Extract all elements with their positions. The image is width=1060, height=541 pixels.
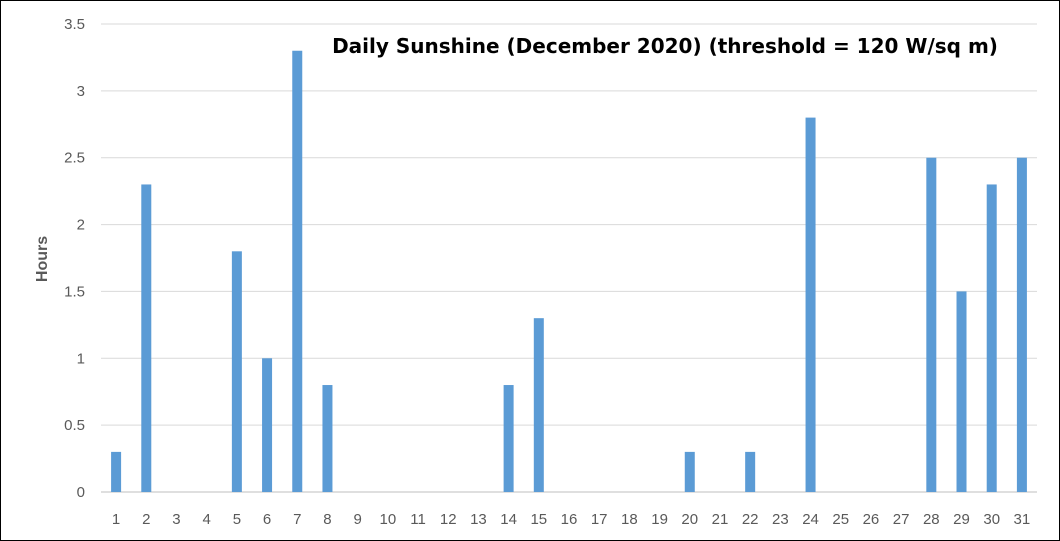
x-tick-label: 31	[1014, 511, 1031, 528]
bar-day-2	[141, 184, 152, 492]
y-tick-label: 2	[77, 217, 85, 234]
y-tick-label: 0	[77, 484, 85, 501]
x-tick-label: 30	[983, 511, 1000, 528]
y-tick-labels: 0 0.5 1 1.5 2 2.5 3 3.5	[64, 16, 85, 501]
x-tick-label: 3	[172, 511, 180, 528]
y-tick-label: 3.5	[64, 16, 85, 33]
y-axis-title: Hours	[34, 236, 51, 282]
bar-day-7	[292, 50, 303, 492]
x-tick-label: 29	[953, 511, 970, 528]
x-tick-label: 15	[530, 511, 547, 528]
x-tick-label: 10	[379, 511, 396, 528]
x-tick-label: 22	[742, 511, 759, 528]
gridlines	[101, 23, 1037, 493]
x-tick-label: 18	[621, 511, 638, 528]
x-tick-label: 17	[591, 511, 608, 528]
x-tick-label: 23	[772, 511, 789, 528]
y-tick-label: 2.5	[64, 150, 85, 167]
x-tick-label: 8	[323, 511, 331, 528]
bar-day-24	[805, 117, 816, 492]
x-tick-label: 5	[233, 511, 241, 528]
y-tick-label: 0.5	[64, 417, 85, 434]
x-tick-label: 13	[470, 511, 487, 528]
x-tick-label: 21	[712, 511, 729, 528]
bar-day-20	[684, 451, 695, 492]
bar-day-6	[262, 358, 273, 492]
y-tick-label: 1.5	[64, 283, 85, 300]
x-tick-label: 26	[863, 511, 880, 528]
x-tick-labels: 1 2 3 4 5 6 7 8 9 10 11 12 13 14 15 16 17 18 19 20 21 22 23 24 2…	[112, 511, 1030, 528]
bar-day-29	[956, 291, 967, 492]
x-tick-label: 20	[681, 511, 698, 528]
x-tick-label: 27	[893, 511, 910, 528]
x-tick-label: 14	[500, 511, 517, 528]
x-tick-label: 6	[263, 511, 271, 528]
x-tick-label: 16	[561, 511, 578, 528]
x-tick-label: 28	[923, 511, 940, 528]
y-tick-label: 3	[77, 83, 85, 100]
x-tick-label: 12	[440, 511, 457, 528]
bar-day-22	[745, 451, 756, 492]
chart-title: Daily Sunshine (December 2020) (threshol…	[332, 34, 998, 58]
x-tick-label: 7	[293, 511, 301, 528]
bar-day-30	[986, 184, 997, 492]
x-tick-label: 4	[203, 511, 211, 528]
x-tick-label: 19	[651, 511, 668, 528]
x-tick-label: 25	[832, 511, 849, 528]
bar-day-5	[231, 251, 242, 492]
bar-day-31	[1016, 157, 1027, 492]
bar-day-28	[926, 157, 937, 492]
x-tick-label: 9	[353, 511, 361, 528]
x-tick-label: 24	[802, 511, 819, 528]
x-tick-label: 1	[112, 511, 120, 528]
bars	[111, 50, 1027, 492]
y-tick-label: 1	[77, 350, 85, 367]
bar-day-8	[322, 385, 333, 492]
bar-day-14	[503, 385, 514, 492]
x-tick-label: 11	[410, 511, 426, 528]
bar-day-1	[111, 451, 122, 492]
x-tick-label: 2	[142, 511, 150, 528]
bar-day-15	[533, 318, 544, 492]
